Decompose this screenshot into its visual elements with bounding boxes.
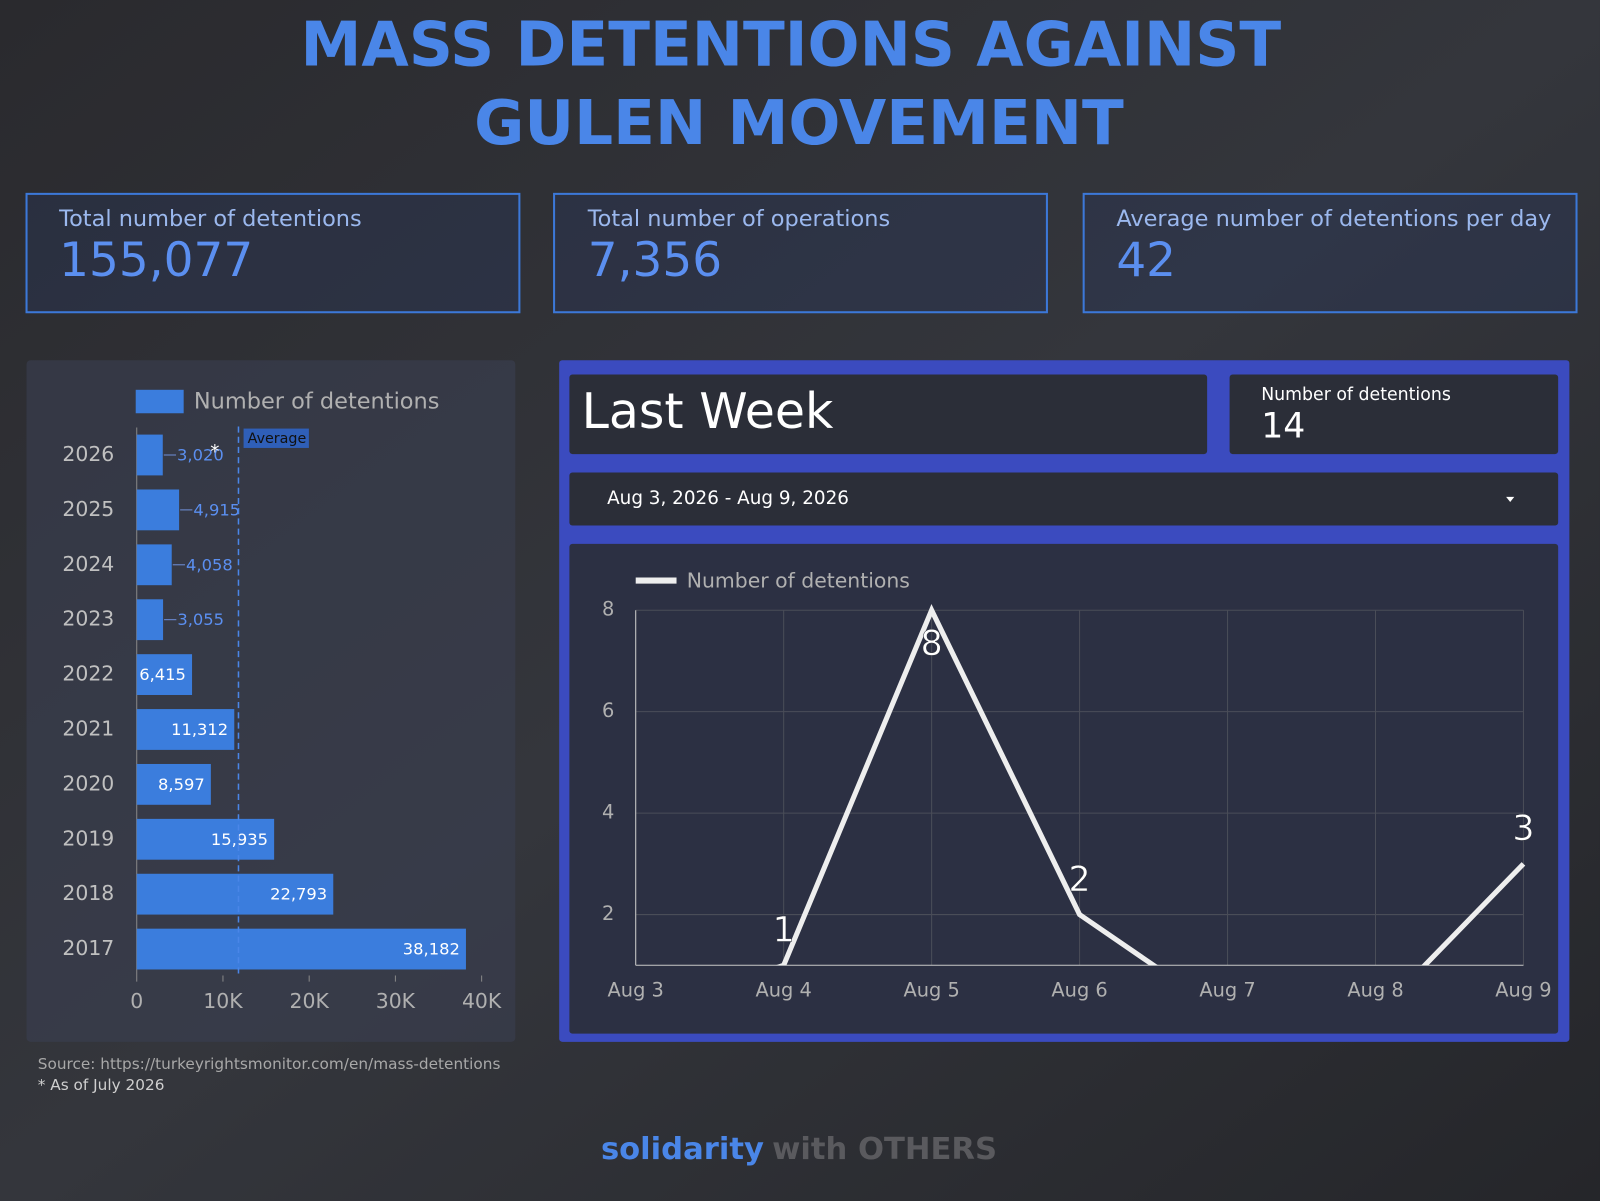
y-tick-label: 2024 — [62, 552, 114, 576]
last-week-title: Last Week — [582, 383, 834, 440]
kpi-value: 7,356 — [588, 233, 722, 288]
data-label: 2 — [1069, 860, 1091, 900]
y-tick-label: 2017 — [62, 936, 114, 960]
y-tick-label: 2025 — [62, 497, 114, 521]
data-label: 8 — [921, 624, 943, 664]
bar-panel — [26, 360, 516, 1042]
y-tick-label: 8 — [602, 598, 614, 621]
x-tick-label: Aug 3 — [608, 978, 664, 1001]
bar — [136, 873, 334, 915]
reference-label: Average — [248, 431, 307, 447]
x-tick-label: 30K — [376, 989, 416, 1013]
footnote: * As of July 2026 — [38, 1076, 165, 1094]
value-label: 4,058 — [186, 555, 233, 574]
value-label: 8,597 — [158, 775, 205, 794]
bar-chart: Number of detentions 0 10K 20K 30K 40K 2026 3,0… — [62, 389, 502, 1013]
y-tick-label: 2023 — [62, 607, 114, 631]
brand-bold: solidarity — [601, 1131, 764, 1166]
x-tick-label: 20K — [290, 989, 330, 1013]
value-label: 15,935 — [211, 830, 268, 849]
x-tick-label: 0 — [130, 989, 143, 1013]
data-line — [775, 603, 1526, 966]
y-tick-label: 6 — [602, 699, 614, 722]
title-line: GULEN MOVEMENT — [474, 88, 1124, 159]
kpi-card: Total number of detentions 155,077 — [25, 192, 521, 314]
y-tick-label: 2018 — [62, 881, 114, 905]
kpi-label: Average number of detentions per day — [1116, 206, 1551, 232]
kpi-card: Total number of operations 7,356 — [553, 192, 1048, 314]
x-tick-label: Aug 8 — [1347, 978, 1403, 1001]
reference-label-box — [243, 428, 309, 448]
value-label: 6,415 — [139, 665, 186, 684]
x-tick-label: Aug 5 — [903, 978, 959, 1001]
data-label: 1 — [773, 911, 795, 951]
title-line: MASS DETENTIONS AGAINST — [301, 10, 1282, 81]
bar — [136, 544, 172, 586]
title-box — [569, 374, 1208, 455]
date-range-text[interactable]: Aug 3, 2026 - Aug 9, 2026 — [607, 488, 849, 509]
value-label: 4,915 — [193, 500, 240, 519]
x-tick-label: Aug 4 — [756, 978, 812, 1001]
kpi-label: Total number of detentions — [58, 206, 362, 232]
bar — [136, 489, 180, 531]
legend-label: Number of detentions — [687, 569, 910, 593]
date-range-control[interactable] — [569, 472, 1559, 526]
bar — [136, 928, 466, 970]
value-label: 22,793 — [270, 885, 327, 904]
bar — [136, 599, 164, 641]
x-tick-label: Aug 6 — [1051, 978, 1107, 1001]
y-tick-label: 2019 — [62, 826, 114, 850]
value-label: 3,055 — [177, 610, 224, 629]
y-tick-label: 2021 — [62, 716, 114, 740]
source: Source: https://turkeyrightsmonitor.com/… — [38, 1055, 501, 1073]
data-label: 3 — [1512, 809, 1534, 849]
scorecard — [1229, 374, 1559, 455]
bar — [136, 818, 275, 860]
y-tick-label: 4 — [602, 801, 614, 824]
line-chart-box — [569, 543, 1559, 1034]
legend-swatch — [135, 389, 184, 414]
bar — [136, 709, 235, 750]
y-tick-label: 2 — [602, 902, 614, 925]
bar — [136, 434, 163, 476]
x-tick-label: Aug 9 — [1495, 978, 1551, 1001]
y-tick-label: 2022 — [62, 662, 114, 686]
kpi-value: 42 — [1116, 233, 1176, 288]
value-label: 38,182 — [403, 940, 460, 959]
brand: solidarity with OTHERS — [601, 1131, 997, 1166]
x-tick-label: 10K — [203, 989, 243, 1013]
kpi-label: Total number of operations — [587, 206, 890, 232]
y-tick-label: 2020 — [62, 771, 114, 795]
dropdown-arrow[interactable] — [1506, 496, 1515, 503]
line-chart: Number of detentions 2 4 6 8 Aug 3 Aug 4 Aug 5 A… — [602, 569, 1552, 1002]
kpi-value: 155,077 — [59, 233, 253, 288]
scorecard-label: Number of detentions — [1261, 385, 1451, 405]
x-tick-label: Aug 7 — [1199, 978, 1255, 1001]
y-tick-label: 2026 — [62, 442, 114, 466]
x-tick-label: 40K — [462, 989, 502, 1013]
value-label: 3,020 — [177, 446, 224, 465]
note-marker: * — [210, 442, 219, 463]
value-label: 11,312 — [171, 720, 228, 739]
scorecard-value: 14 — [1261, 407, 1305, 447]
bar — [136, 654, 193, 695]
kpi-card: Average number of detentions per day 42 — [1082, 192, 1578, 314]
brand-rest: with OTHERS — [772, 1131, 997, 1166]
legend-label: Number of detentions — [194, 389, 440, 415]
bar — [136, 763, 211, 805]
